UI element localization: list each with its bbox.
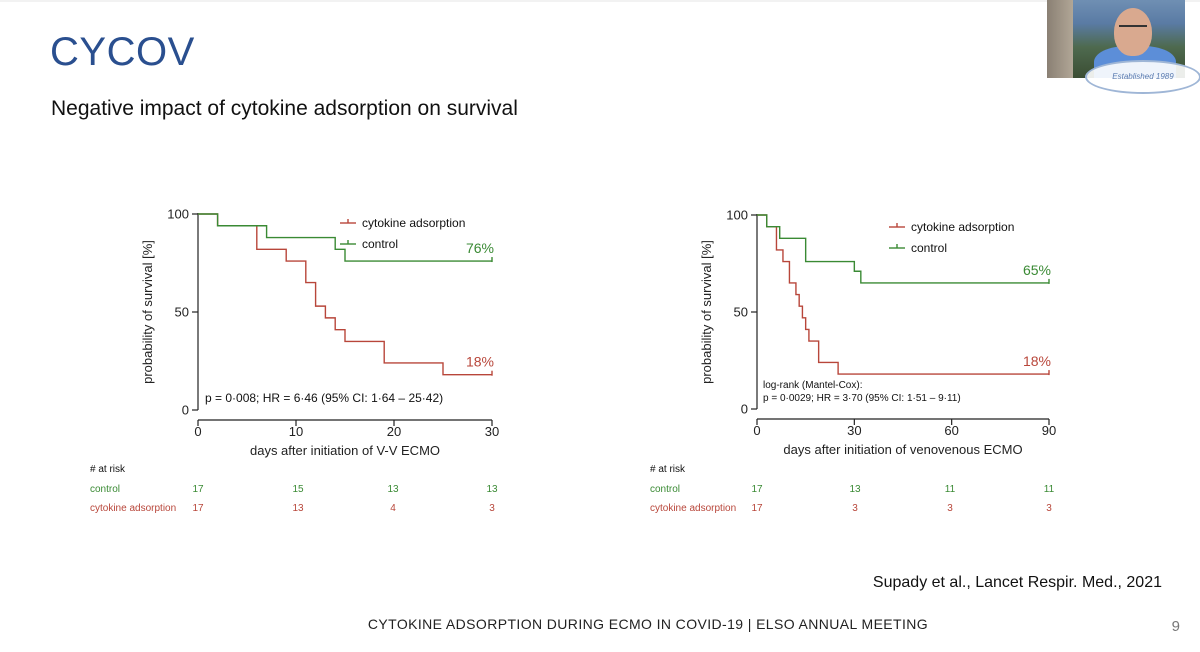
chart1-end-label-cytokine-adsorption: 18% [466,354,494,370]
chart1-x-tick-label: 0 [194,424,201,439]
chart1-risk-value-control: 13 [387,484,399,495]
chart1-end-label-control: 76% [466,240,494,256]
chart1-y-axis-label: probability of survival [%] [140,240,155,384]
chart2-x-tick-label: 90 [1042,423,1056,438]
chart2-risk-value-cytokine-adsorption: 3 [1046,503,1052,514]
chart2-x-tick-label: 60 [944,423,958,438]
chart2-y-tick-label: 50 [734,305,748,320]
chart1-risk-value-cytokine-adsorption: 17 [192,503,204,514]
chart1-risk-row-label-control: control [90,484,120,495]
chart1-series-cytokine-adsorption [198,213,492,376]
chart2-risk-value-cytokine-adsorption: 3 [852,503,858,514]
chart1-annotation: p = 0·008; HR = 6·46 (95% CI: 1·64 – 25·… [205,391,443,405]
chart2-y-axis-label: probability of survival [%] [699,240,714,384]
chart1-risk-value-control: 13 [486,484,498,495]
chart1-y-tick-label: 0 [182,403,189,418]
chart1-x-tick-label: 20 [387,424,401,439]
chart2-end-label-cytokine-adsorption: 18% [1023,353,1051,369]
chart2-legend-label-cytokine-adsorption: cytokine adsorption [911,220,1014,234]
presenter-head [1114,8,1152,56]
chart2-risk-row-label-cytokine-adsorption: cytokine adsorption [650,503,736,514]
chart1-x-tick-label: 10 [289,424,303,439]
citation: Supady et al., Lancet Respir. Med., 2021 [872,574,1162,591]
chart1-series-control [198,213,492,262]
organization-logo: Established 1989 [1085,60,1200,94]
chart2-risk-value-cytokine-adsorption: 17 [751,503,763,514]
chart2-y-tick-label: 100 [726,208,748,223]
chart2-risk-value-control: 13 [849,484,861,495]
chart1-risk-value-cytokine-adsorption: 13 [292,503,304,514]
top-divider [0,0,1200,2]
chart2-risk-table-header: # at risk [650,464,686,475]
chart1-legend-label-control: control [362,237,398,251]
page-number: 9 [1171,618,1180,635]
slide-title: CYCOV [50,30,195,74]
chart2-risk-value-cytokine-adsorption: 3 [947,503,953,514]
chart2-x-tick-label: 0 [753,423,760,438]
chart2-series-cytokine-adsorption [757,214,1049,375]
presenter-glasses [1119,25,1147,33]
chart1-risk-table-header: # at risk [90,464,126,475]
slide-footer: CYTOKINE ADSORPTION DURING ECMO IN COVID… [367,616,929,632]
slide-subtitle: Negative impact of cytokine adsorption o… [51,97,518,120]
chart2-end-label-control: 65% [1023,262,1051,278]
chart1-x-axis-label: days after initiation of V-V ECMO [250,443,440,458]
chart2-risk-value-control: 11 [945,484,956,495]
chart2-annotation-line1: log-rank (Mantel-Cox): [763,380,862,391]
video-background-wall [1047,0,1073,78]
chart1-risk-value-control: 17 [192,484,204,495]
chart1-risk-row-label-cytokine-adsorption: cytokine adsorption [90,503,176,514]
chart1-risk-value-control: 15 [292,484,304,495]
chart2-y-tick-label: 0 [741,402,748,417]
chart2-risk-value-control: 11 [1044,484,1055,495]
chart2-legend-label-control: control [911,241,947,255]
chart2-series-control [757,214,1049,284]
chart1-y-tick-label: 50 [175,305,189,320]
chart2-x-tick-label: 30 [847,423,861,438]
chart2-risk-value-control: 17 [751,484,763,495]
chart1-risk-value-cytokine-adsorption: 4 [390,503,396,514]
chart2-x-axis-label: days after initiation of venovenous ECMO [783,442,1022,457]
chart1-y-tick-label: 100 [167,207,189,222]
chart1-legend-label-cytokine-adsorption: cytokine adsorption [362,216,465,230]
chart2-annotation-line2: p = 0·0029; HR = 3·70 (95% CI: 1·51 – 9·… [763,393,961,404]
chart2-risk-row-label-control: control [650,484,680,495]
chart1-risk-value-cytokine-adsorption: 3 [489,503,495,514]
chart1-x-tick-label: 30 [485,424,499,439]
